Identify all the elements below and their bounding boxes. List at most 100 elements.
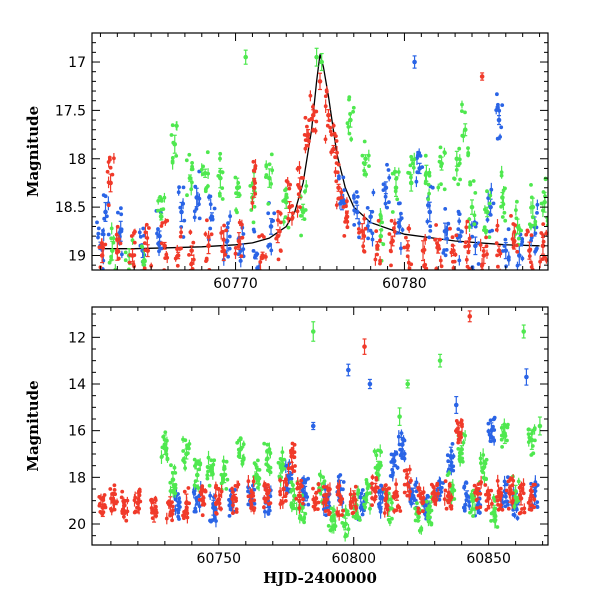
data-point bbox=[390, 516, 394, 521]
data-point bbox=[171, 483, 176, 487]
data-point bbox=[236, 454, 241, 459]
data-point bbox=[222, 467, 226, 472]
data-point bbox=[220, 245, 225, 250]
data-point bbox=[457, 212, 462, 217]
data-point bbox=[445, 453, 450, 458]
data-point bbox=[296, 192, 301, 197]
data-point bbox=[327, 118, 332, 123]
data-point bbox=[97, 279, 101, 283]
data-point bbox=[354, 200, 359, 205]
data-point bbox=[335, 170, 340, 175]
data-point bbox=[421, 500, 426, 504]
data-point bbox=[175, 253, 181, 258]
data-point bbox=[115, 224, 120, 229]
data-point bbox=[161, 435, 166, 439]
data-point bbox=[496, 117, 502, 123]
data-point bbox=[267, 162, 272, 167]
data-point bbox=[541, 190, 546, 194]
data-point bbox=[498, 506, 502, 510]
data-point bbox=[223, 472, 228, 477]
data-point bbox=[412, 59, 417, 65]
data-point bbox=[529, 233, 534, 238]
data-point bbox=[257, 234, 261, 239]
data-point bbox=[459, 418, 464, 423]
data-point bbox=[400, 455, 405, 459]
data-point bbox=[327, 486, 331, 491]
data-point bbox=[252, 501, 257, 506]
data-point bbox=[482, 228, 486, 233]
data-point bbox=[439, 264, 444, 269]
data-point bbox=[108, 165, 113, 170]
x-tick-label: 60780 bbox=[382, 276, 427, 292]
series-1 bbox=[95, 55, 540, 270]
data-point bbox=[529, 494, 533, 498]
data-point bbox=[515, 199, 519, 204]
data-point bbox=[183, 438, 188, 443]
data-point bbox=[352, 492, 357, 496]
data-point bbox=[306, 476, 310, 481]
data-point bbox=[210, 518, 215, 523]
data-point bbox=[397, 224, 402, 229]
data-point bbox=[311, 128, 315, 133]
data-point bbox=[504, 488, 509, 493]
data-point bbox=[189, 167, 194, 172]
data-point bbox=[214, 486, 219, 491]
data-point bbox=[306, 502, 311, 507]
data-point bbox=[182, 218, 187, 223]
data-point bbox=[141, 280, 145, 284]
data-point bbox=[226, 221, 230, 226]
data-point bbox=[353, 484, 358, 489]
data-point bbox=[377, 504, 382, 509]
data-point bbox=[182, 489, 187, 494]
data-point bbox=[249, 489, 254, 494]
data-point bbox=[389, 452, 394, 457]
data-point bbox=[362, 496, 366, 500]
data-point bbox=[279, 500, 283, 505]
data-point bbox=[356, 488, 361, 493]
data-point bbox=[413, 506, 417, 511]
data-point bbox=[502, 244, 507, 248]
data-point bbox=[131, 262, 136, 266]
data-point bbox=[489, 519, 493, 523]
data-point bbox=[503, 237, 508, 242]
data-point bbox=[535, 504, 539, 509]
data-point bbox=[249, 494, 254, 499]
data-point bbox=[309, 116, 314, 121]
data-point bbox=[450, 235, 455, 240]
data-point bbox=[484, 508, 489, 512]
data-point bbox=[154, 508, 158, 512]
data-point bbox=[390, 474, 394, 479]
data-point bbox=[286, 225, 291, 230]
data-point bbox=[399, 211, 403, 216]
data-point bbox=[397, 414, 402, 419]
data-point bbox=[298, 514, 303, 518]
data-point bbox=[218, 151, 223, 156]
data-point bbox=[177, 496, 182, 501]
data-point bbox=[537, 423, 543, 429]
data-point bbox=[116, 210, 120, 215]
data-point bbox=[488, 418, 493, 423]
data-point bbox=[464, 481, 469, 485]
data-point bbox=[328, 129, 333, 134]
data-point bbox=[429, 508, 434, 513]
data-point bbox=[184, 158, 189, 163]
data-point bbox=[292, 450, 297, 455]
data-point bbox=[233, 246, 238, 250]
data-point bbox=[241, 232, 246, 236]
y-tick-label: 18.5 bbox=[55, 200, 86, 216]
data-point bbox=[529, 183, 533, 187]
data-point bbox=[251, 220, 256, 225]
data-point bbox=[456, 447, 461, 451]
data-point bbox=[327, 512, 331, 517]
data-point bbox=[234, 510, 239, 514]
data-point bbox=[267, 505, 272, 509]
data-point bbox=[174, 154, 179, 158]
data-point bbox=[323, 509, 328, 513]
data-point bbox=[457, 146, 462, 151]
data-point bbox=[513, 223, 517, 228]
data-point bbox=[209, 465, 214, 469]
data-point bbox=[101, 503, 106, 507]
data-point bbox=[368, 214, 373, 220]
data-point bbox=[170, 504, 175, 509]
data-point bbox=[113, 273, 117, 277]
